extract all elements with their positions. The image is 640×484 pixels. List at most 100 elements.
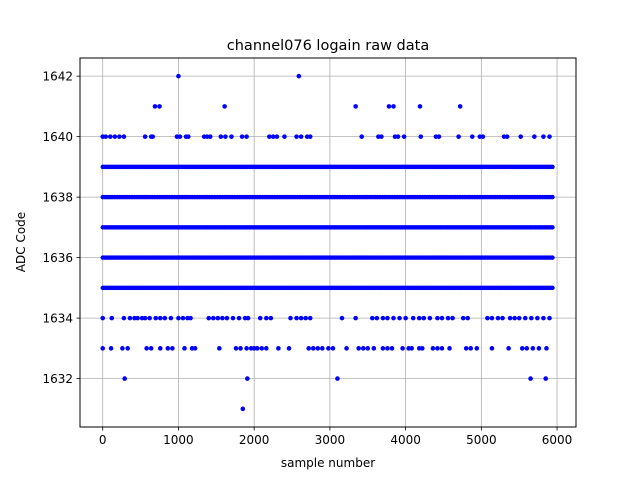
data-point: [391, 315, 396, 321]
data-point: [307, 315, 313, 321]
data-point: [240, 406, 246, 412]
data-point: [188, 315, 193, 321]
data-point: [465, 315, 471, 321]
data-point: [550, 164, 555, 170]
data-point: [177, 134, 183, 139]
data-point: [356, 346, 361, 351]
data-point: [182, 346, 187, 351]
data-point: [544, 346, 549, 351]
data-point: [529, 315, 534, 321]
data-point: [435, 346, 440, 351]
data-point: [410, 315, 416, 321]
x-tick-label: 0: [99, 433, 107, 447]
data-point: [380, 346, 386, 351]
data-point: [121, 315, 127, 321]
data-point: [532, 134, 537, 139]
x-tick-label: 3000: [315, 433, 346, 447]
data-point: [427, 315, 433, 321]
data-point: [380, 315, 386, 321]
data-point: [326, 346, 331, 351]
data-point: [229, 134, 234, 139]
x-tick-label: 4000: [390, 433, 421, 447]
data-point: [519, 346, 525, 351]
data-point: [512, 315, 517, 321]
data-point: [107, 134, 113, 139]
data-point: [180, 315, 186, 321]
data-point: [417, 104, 423, 109]
y-tick-label: 1638: [42, 190, 73, 204]
data-point: [550, 225, 555, 230]
data-point: [121, 134, 127, 139]
data-point: [547, 134, 552, 139]
data-point: [528, 376, 533, 381]
data-point: [125, 346, 131, 351]
data-point: [516, 315, 522, 321]
data-point: [150, 134, 155, 139]
data-point: [416, 315, 422, 321]
data-point: [294, 134, 299, 139]
data-point: [176, 73, 181, 79]
data-point: [550, 194, 555, 200]
data-point: [460, 315, 466, 321]
chart-title: channel076 logain raw data: [227, 38, 429, 54]
data-point: [485, 315, 490, 321]
data-point: [294, 315, 299, 321]
data-point: [257, 315, 263, 321]
data-point: [480, 134, 486, 139]
data-point: [307, 134, 313, 139]
data-point: [274, 134, 280, 139]
data-point: [504, 134, 510, 139]
data-point: [522, 315, 528, 321]
data-point: [391, 104, 396, 109]
data-point: [344, 346, 349, 351]
data-point: [495, 315, 501, 321]
y-tick-label: 1636: [42, 251, 73, 265]
data-point: [263, 315, 269, 321]
data-point: [217, 346, 222, 351]
data-point: [536, 346, 542, 351]
data-point: [463, 346, 469, 351]
data-point: [244, 346, 249, 351]
data-point: [506, 346, 511, 351]
data-point: [430, 346, 436, 351]
data-point: [518, 134, 524, 139]
data-point: [112, 134, 118, 139]
y-tick-label: 1632: [42, 372, 73, 386]
data-point: [330, 346, 336, 351]
y-tick-label: 1642: [42, 69, 73, 83]
data-point: [230, 315, 236, 321]
data-point: [233, 346, 239, 351]
data-point: [122, 376, 127, 381]
data-point: [142, 134, 148, 139]
data-point: [450, 315, 455, 321]
data-point: [547, 315, 552, 321]
data-point: [224, 315, 230, 321]
data-point: [385, 346, 390, 351]
data-point: [147, 315, 152, 321]
data-point: [360, 346, 366, 351]
data-point: [365, 346, 371, 351]
data-point: [148, 346, 154, 351]
data-point: [353, 104, 358, 109]
data-points: [100, 73, 555, 412]
data-point: [489, 346, 495, 351]
data-point: [379, 134, 384, 139]
data-point: [220, 315, 225, 321]
data-point: [359, 134, 364, 139]
data-point: [296, 73, 302, 79]
data-point: [135, 315, 140, 321]
data-point: [436, 134, 442, 139]
x-tick-label: 1000: [163, 433, 194, 447]
data-point: [142, 315, 148, 321]
data-point: [236, 315, 242, 321]
x-axis-label: sample number: [281, 456, 375, 470]
data-point: [286, 346, 292, 351]
data-point: [389, 346, 395, 351]
data-point: [238, 346, 243, 351]
data-point: [210, 315, 216, 321]
x-axis-ticks: 0 1000 2000 3000 4000 5000 6000: [99, 427, 572, 447]
data-point: [374, 315, 380, 321]
data-point: [157, 315, 163, 321]
